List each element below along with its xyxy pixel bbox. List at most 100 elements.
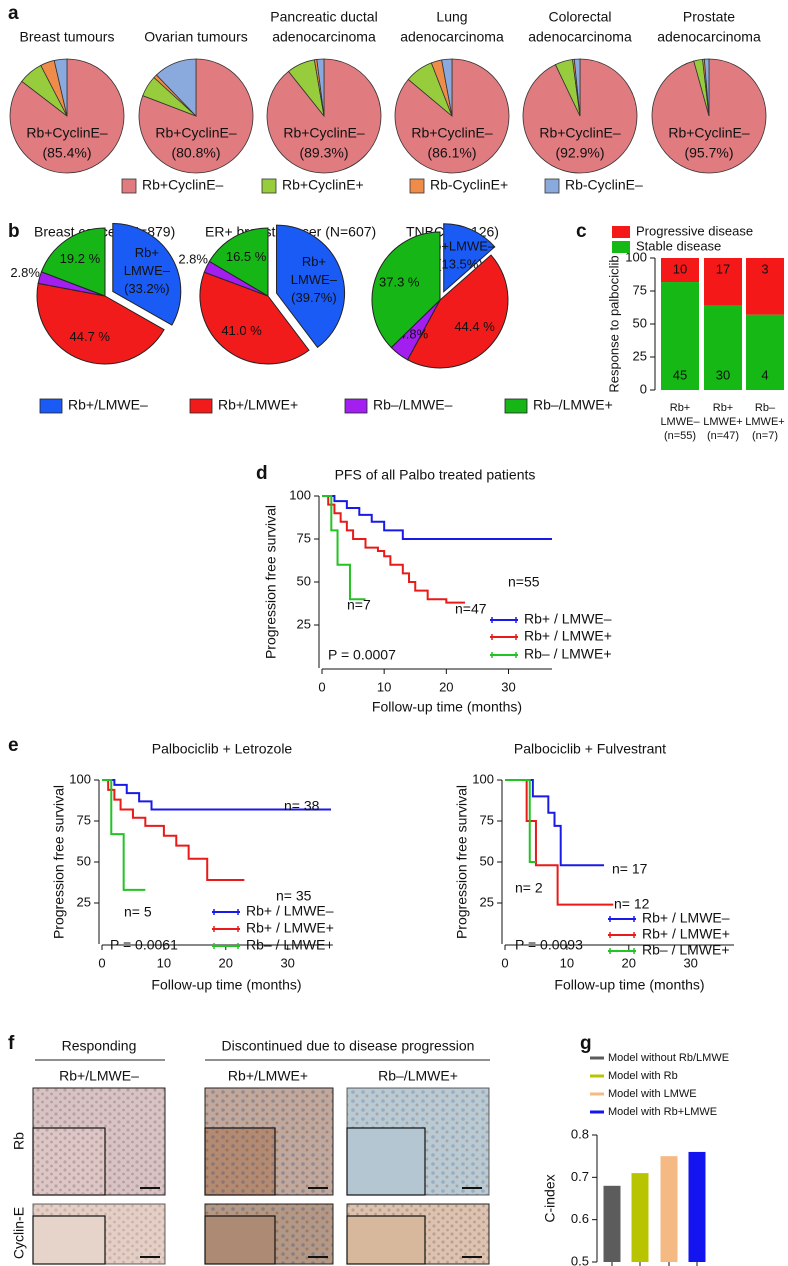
slice-name: Rb+ (135, 245, 159, 260)
x-tick-label: 30 (501, 679, 515, 694)
x-tick-label: 10 (560, 955, 574, 970)
slice-value: 19.2 % (60, 251, 101, 266)
y-tick-label: 100 (472, 771, 494, 786)
y-tick-label: 100 (69, 771, 91, 786)
x-tick-label: Rb+ (713, 402, 734, 414)
survival-curve (102, 779, 331, 811)
pie-title: Prostate (683, 9, 735, 25)
legend-swatch (344, 398, 368, 414)
slice-value: (95.7%) (684, 145, 733, 161)
legend-label: Rb-CyclinE+ (430, 177, 508, 193)
survival-curve (322, 495, 366, 601)
survival-curve (505, 779, 605, 867)
bar-count: 4 (761, 367, 768, 382)
pie-slice (208, 227, 269, 297)
bar-segment (661, 258, 699, 283)
annotation: n= 38 (284, 798, 320, 814)
slice-label: Rb+CyclinE– (411, 125, 493, 141)
legend-label: Rb+/LMWE– (68, 397, 148, 413)
pie-title: Pancreatic ductal (270, 9, 377, 25)
pie-title: Breast tumours (20, 29, 115, 45)
bar (688, 1151, 706, 1262)
annotation: n=55 (508, 574, 540, 590)
panel-letter: b (8, 221, 20, 242)
group-label: Responding (62, 1038, 137, 1054)
bar-count: 30 (716, 367, 730, 382)
inset (346, 1215, 426, 1265)
bar-count: 10 (673, 261, 687, 276)
y-tick-label: 25 (297, 616, 311, 631)
pie-title: adenocarcinoma (657, 29, 761, 45)
y-tick-label: 75 (77, 812, 91, 827)
inset-texture (205, 1128, 275, 1195)
panel-letter: e (8, 735, 19, 756)
legend-label: Progressive disease (636, 223, 753, 238)
pie-title: Ovarian tumours (144, 29, 247, 45)
x-tick-label: 20 (622, 955, 636, 970)
x-tick-label: (n=55) (664, 430, 696, 442)
survival-curve (505, 779, 536, 863)
x-tick-label: 30 (280, 955, 294, 970)
slice-name: Rb+ (302, 254, 326, 269)
panel-letter: a (8, 3, 19, 24)
bar (660, 1156, 678, 1262)
x-tick-label: (n=47) (707, 430, 739, 442)
bar (631, 1173, 649, 1262)
annotation: n= 17 (612, 861, 648, 877)
x-tick-label: (n=7) (752, 430, 778, 442)
y-tick-label: 0 (640, 381, 647, 396)
y-tick-label: 75 (480, 812, 494, 827)
x-tick-label: 20 (219, 955, 233, 970)
inset (32, 1215, 106, 1265)
annotation: n= 35 (276, 888, 312, 904)
y-axis-label: Response to palbociclib (606, 255, 621, 392)
group-label: Discontinued due to disease progression (222, 1038, 475, 1054)
y-tick-label: 25 (77, 894, 91, 909)
bar-count: 3 (761, 261, 768, 276)
row-label: Rb (11, 1132, 27, 1150)
bar (603, 1185, 621, 1262)
pie-slice (406, 254, 509, 369)
bar-segment (746, 258, 784, 315)
x-tick-label: 10 (157, 955, 171, 970)
y-tick-label: 75 (297, 530, 311, 545)
legend-label: Rb+ / LMWE+ (246, 920, 334, 936)
y-tick-label: 0.6 (571, 1211, 589, 1226)
legend-label: Rb– / LMWE+ (524, 646, 612, 662)
bar-count: 17 (716, 261, 730, 276)
panel-letter: g (580, 1033, 592, 1054)
pie-slice (522, 58, 638, 174)
slice-value: 16.5 % (226, 249, 267, 264)
legend-label: Rb–/LMWE+ (533, 397, 613, 413)
x-axis-label: Follow-up time (months) (554, 977, 704, 993)
slice-name: Rb+LMWE– (425, 238, 496, 253)
legend-label: Rb-CyclinE– (565, 177, 643, 193)
legend-swatch (409, 178, 425, 194)
slice-label: Rb+CyclinE– (283, 125, 365, 141)
survival-curve (322, 495, 465, 604)
annotation: n= 2 (515, 880, 543, 896)
column-label: Rb–/LMWE+ (378, 1068, 458, 1084)
x-axis-label: Follow-up time (months) (372, 699, 522, 715)
legend-label: Stable disease (636, 238, 721, 253)
annotation: n= 5 (124, 904, 152, 920)
survival-curve (505, 779, 614, 906)
chart-title: Palbociclib + Letrozole (152, 741, 293, 757)
p-value: P = 0.0061 (110, 937, 178, 953)
x-tick-label: Rb– (755, 402, 776, 414)
legend-swatch (121, 178, 137, 194)
y-tick-label: 0.7 (571, 1169, 589, 1184)
legend-label: Rb– / LMWE+ (246, 937, 334, 953)
chart-title: Palbociclib + Fulvestrant (514, 741, 666, 757)
legend-label: Rb+ / LMWE+ (524, 628, 612, 644)
y-tick-label: 50 (297, 573, 311, 588)
legend-label: Rb+CyclinE– (142, 177, 224, 193)
y-tick-label: 0.5 (571, 1253, 589, 1266)
y-tick-label: 50 (480, 853, 494, 868)
pie-title: adenocarcinoma (272, 29, 376, 45)
x-tick-label: 10 (377, 679, 391, 694)
inset (204, 1215, 276, 1265)
row-label: Cyclin-E (11, 1207, 27, 1259)
panel-f: Responding Discontinued due to disease p… (11, 1038, 490, 1265)
bar-segment (704, 305, 742, 390)
